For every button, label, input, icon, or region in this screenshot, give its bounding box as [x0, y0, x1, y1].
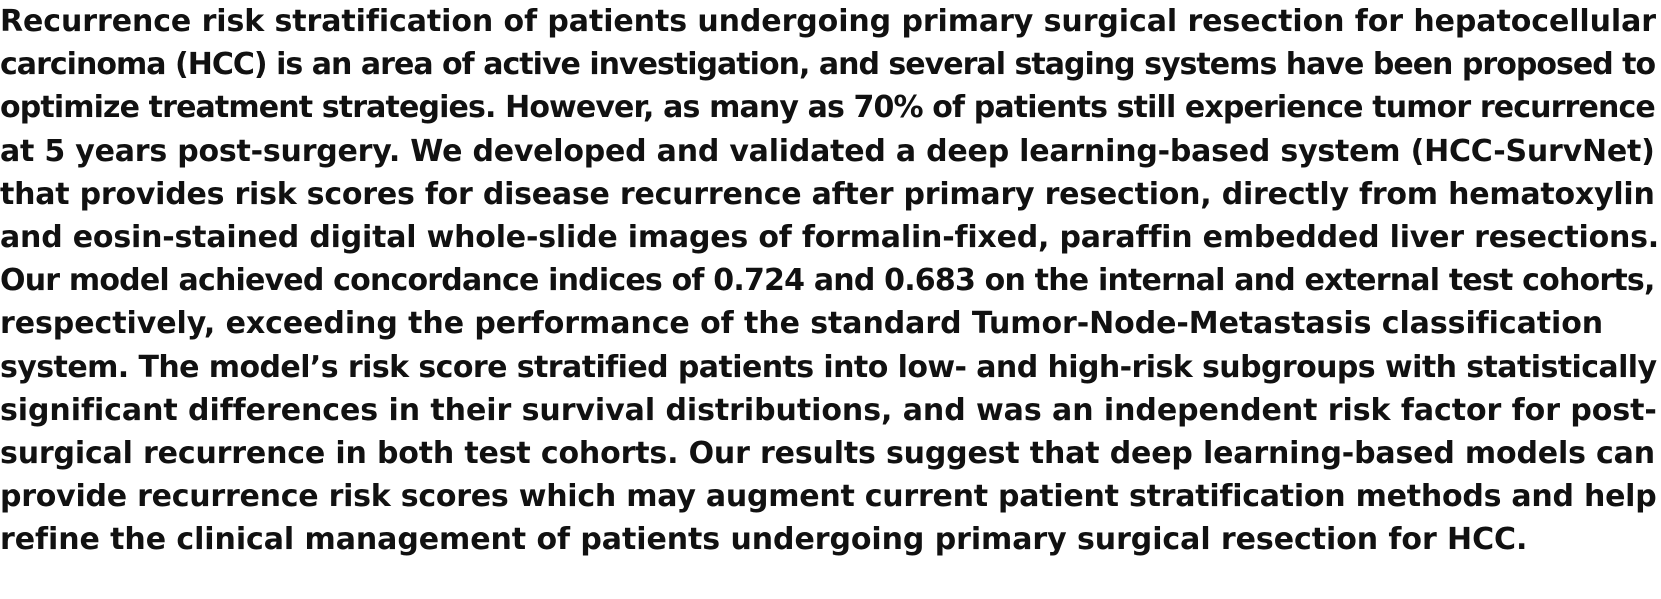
abstract-line: carcinoma (HCC) is an area of active inv…: [0, 47, 1656, 83]
abstract-line: that provides risk scores for disease re…: [0, 176, 1655, 212]
abstract-line: surgical recurrence in both test cohorts…: [0, 435, 1655, 471]
abstract-line: provide recurrence risk scores which may…: [0, 479, 1657, 515]
abstract-line: Recurrence risk stratification of patien…: [0, 4, 1656, 39]
abstract-text: Recurrence risk stratification of patien…: [0, 4, 1660, 558]
abstract-line: respectively, exceeding the performance …: [0, 306, 1604, 342]
abstract-line: system. The model’s risk score stratifie…: [0, 349, 1657, 385]
abstract-line: significant differences in their surviva…: [0, 392, 1657, 428]
abstract-line: and eosin-stained digital whole-slide im…: [0, 219, 1660, 255]
abstract-line: refine the clinical management of patien…: [0, 522, 1528, 558]
abstract-line: at 5 years post-surgery. We developed an…: [0, 133, 1655, 169]
abstract-line: optimize treatment strategies. However, …: [0, 90, 1656, 126]
abstract-line: Our model achieved concordance indices o…: [0, 263, 1655, 299]
